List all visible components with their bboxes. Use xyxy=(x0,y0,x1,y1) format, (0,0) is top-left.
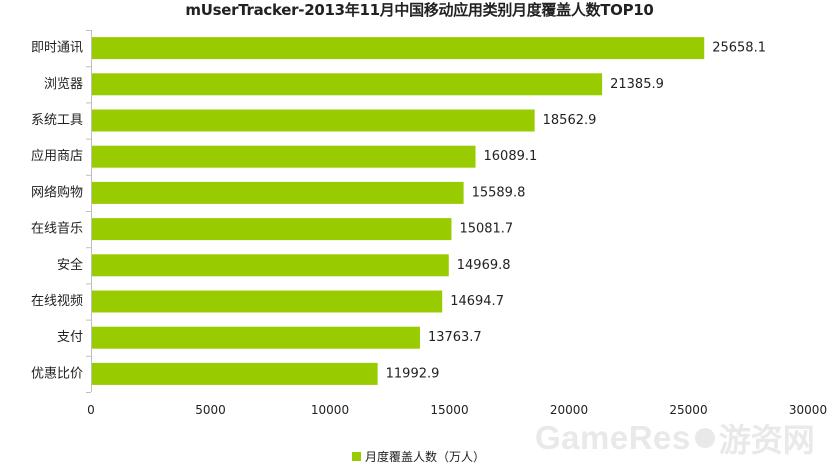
category-label: 在线音乐 xyxy=(31,221,83,237)
category-label: 支付 xyxy=(57,330,83,345)
category-label: 应用商店 xyxy=(31,148,83,164)
watermark-cn: 游资网 xyxy=(718,421,815,459)
category-label: 即时通讯 xyxy=(31,41,83,56)
bar xyxy=(92,290,443,313)
x-tick-label: 10000 xyxy=(311,403,349,417)
bar xyxy=(92,218,452,241)
legend: 月度覆盖人数（万人） xyxy=(352,447,485,465)
legend-swatch xyxy=(352,451,361,461)
data-label: 15589.8 xyxy=(472,185,526,200)
x-tick-label: 25000 xyxy=(669,403,707,417)
category-label: 在线视频 xyxy=(31,294,83,309)
x-tick-label: 30000 xyxy=(789,403,827,417)
data-label: 14969.8 xyxy=(457,258,511,273)
bar xyxy=(92,73,603,96)
data-label: 15081.7 xyxy=(459,222,513,237)
chart-title: mUserTracker-2013年11月中国移动应用类别月度覆盖人数TOP10 xyxy=(185,1,654,19)
watermark-logo-icon xyxy=(694,428,715,448)
category-label: 系统工具 xyxy=(31,113,83,128)
axes xyxy=(86,30,92,393)
bar xyxy=(92,254,449,277)
watermark-brand: GameRes xyxy=(535,419,691,456)
data-label: 11992.9 xyxy=(386,366,440,381)
bar xyxy=(92,37,705,60)
data-label: 16089.1 xyxy=(484,149,538,164)
bar xyxy=(92,145,476,168)
data-label: 18562.9 xyxy=(543,113,597,128)
bar-series xyxy=(92,37,705,385)
data-label: 21385.9 xyxy=(610,77,664,92)
x-tick-label: 20000 xyxy=(550,403,588,417)
bar xyxy=(92,181,464,204)
bar xyxy=(92,109,535,132)
watermark: GameRes 游资网 xyxy=(535,418,815,459)
bar xyxy=(92,362,378,385)
x-tick-label: 5000 xyxy=(195,403,226,417)
category-label: 优惠比价 xyxy=(31,366,83,381)
legend-label: 月度覆盖人数（万人） xyxy=(365,449,486,464)
data-label: 13763.7 xyxy=(428,330,482,345)
category-label: 网络购物 xyxy=(31,184,83,200)
labels: 即时通讯 25658.1 浏览器 21385.9 系统工具 18562.9 应用商店 1608… xyxy=(31,41,827,417)
category-label: 安全 xyxy=(57,257,83,273)
data-label: 25658.1 xyxy=(712,41,766,56)
x-tick-label: 0 xyxy=(87,403,95,417)
category-label: 浏览器 xyxy=(44,76,83,92)
data-label: 14694.7 xyxy=(450,294,504,309)
x-tick-label: 15000 xyxy=(430,403,468,417)
bar xyxy=(92,326,420,349)
